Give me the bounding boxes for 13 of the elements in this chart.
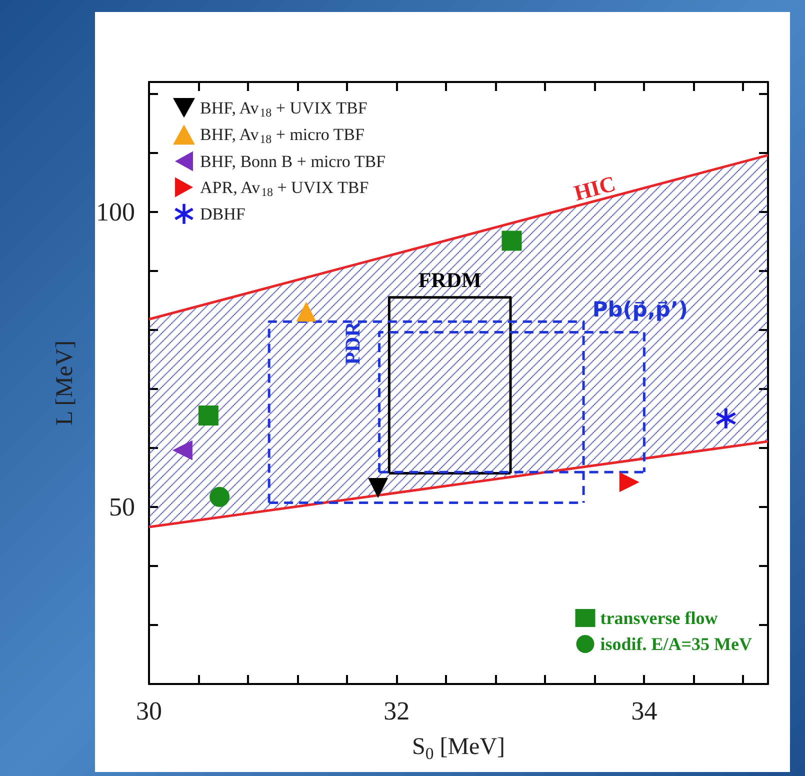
text: PDR (340, 320, 365, 365)
x-tick-label: 34 (631, 696, 658, 726)
x-tick-label: 30 (136, 696, 162, 726)
legend-label: isodif. E/A=35 MeV (600, 634, 752, 654)
legend-label: DBHF (200, 204, 246, 224)
x-tick-label: 32 (384, 696, 410, 726)
legend-label: transverse flow (600, 608, 718, 628)
y-axis-title: L [MeV] (52, 340, 78, 426)
series-label: FRDM (418, 268, 482, 292)
legend-label: BHF, Bonn B + micro TBF (200, 152, 386, 171)
y-tick-label: 100 (96, 197, 135, 226)
text: HIC (571, 170, 618, 206)
y-tick-label: 50 (109, 492, 135, 522)
